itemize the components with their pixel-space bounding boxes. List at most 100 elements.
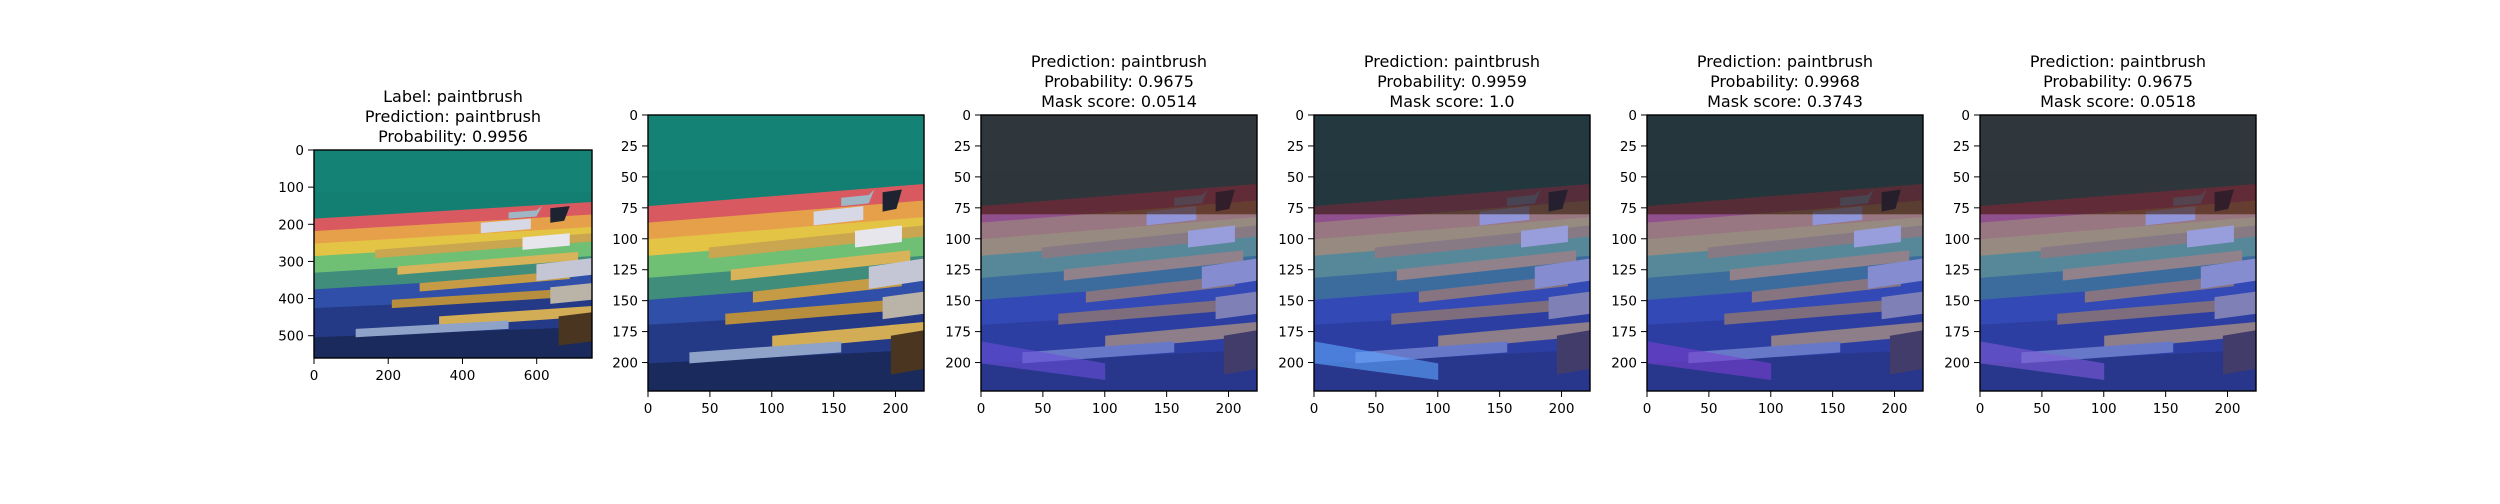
panel-image — [314, 150, 592, 358]
x-tick-label: 150 — [2153, 401, 2179, 417]
x-tick-label: 100 — [2091, 401, 2117, 417]
x-tick-label: 50 — [701, 401, 718, 417]
panel-title-line: Mask score: 0.0514 — [1041, 92, 1197, 111]
y-tick-label: 200 — [1278, 356, 1304, 372]
panel-title-line: Probability: 0.9959 — [1377, 72, 1527, 91]
x-tick-label: 200 — [883, 401, 909, 417]
panel-title-line: Mask score: 1.0 — [1389, 92, 1514, 111]
y-tick-label: 25 — [1287, 139, 1304, 155]
y-tick-label: 0 — [1961, 108, 1970, 124]
axes-frame — [313, 149, 593, 359]
x-tick-label: 150 — [821, 401, 847, 417]
panel-title-line: Label: paintbrush — [383, 87, 523, 106]
x-tick-label: 150 — [1487, 401, 1513, 417]
y-tick-label: 175 — [1944, 325, 1970, 341]
y-tick-label: 175 — [1278, 325, 1304, 341]
panel-2: 0 50 100 150 200 0 25 50 75 100 125 150 175 200 — [612, 108, 925, 417]
y-tick-label: 125 — [1944, 263, 1970, 279]
panel-title-line: Prediction: paintbrush — [2030, 52, 2206, 71]
y-tick-label: 25 — [954, 139, 971, 155]
panel-title-line: Prediction: paintbrush — [365, 107, 541, 126]
y-tick-label: 150 — [945, 294, 971, 310]
y-tick-label: 50 — [1287, 170, 1304, 186]
panel-title-line: Mask score: 0.3743 — [1707, 92, 1863, 111]
x-tick-label: 50 — [1367, 401, 1384, 417]
y-tick-label: 50 — [1953, 170, 1970, 186]
panel-3: 0 50 100 150 200 0 25 50 75 100 125 150 175 200 Predic… — [945, 52, 1258, 417]
y-tick-label: 300 — [278, 254, 304, 270]
y-tick-label: 200 — [612, 356, 638, 372]
x-tick-label: 0 — [1310, 401, 1319, 417]
axes-frame — [1646, 114, 1924, 392]
mask-overlay-top — [1980, 115, 2256, 215]
x-tick-label: 0 — [1976, 401, 1985, 417]
panel-image — [648, 115, 924, 391]
y-tick-label: 150 — [1944, 294, 1970, 310]
x-tick-label: 100 — [1092, 401, 1118, 417]
y-tick-label: 200 — [1611, 356, 1637, 372]
x-tick-label: 50 — [1034, 401, 1051, 417]
mask-overlay-top — [981, 115, 1257, 215]
y-tick-label: 150 — [612, 294, 638, 310]
y-tick-label: 0 — [962, 108, 971, 124]
x-tick-label: 200 — [1549, 401, 1575, 417]
x-tick-label: 600 — [524, 368, 550, 384]
axes-frame — [1313, 114, 1591, 392]
mask-overlay-top — [1647, 115, 1923, 215]
y-tick-label: 100 — [945, 232, 971, 248]
y-tick-label: 0 — [1628, 108, 1637, 124]
y-tick-label: 75 — [1953, 201, 1970, 217]
y-tick-label: 25 — [1953, 139, 1970, 155]
y-tick-label: 125 — [612, 263, 638, 279]
x-tick-label: 0 — [310, 368, 319, 384]
mask-highlight — [981, 341, 1106, 380]
y-tick-label: 125 — [1278, 263, 1304, 279]
y-tick-label: 50 — [954, 170, 971, 186]
y-tick-label: 500 — [278, 329, 304, 345]
axes-frame — [647, 114, 925, 392]
x-tick-label: 100 — [759, 401, 785, 417]
x-tick-label: 200 — [1216, 401, 1242, 417]
y-tick-label: 100 — [1611, 232, 1637, 248]
panel-title-line: Probability: 0.9675 — [2043, 72, 2193, 91]
x-tick-label: 100 — [1758, 401, 1784, 417]
y-tick-label: 75 — [954, 201, 971, 217]
mask-highlight — [1314, 341, 1439, 380]
y-tick-label: 100 — [278, 180, 304, 196]
x-tick-label: 200 — [2215, 401, 2241, 417]
y-tick-label: 125 — [945, 263, 971, 279]
y-tick-label: 75 — [1287, 201, 1304, 217]
x-tick-label: 200 — [1882, 401, 1908, 417]
y-tick-label: 175 — [612, 325, 638, 341]
panel-title-line: Prediction: paintbrush — [1364, 52, 1540, 71]
x-tick-label: 0 — [1643, 401, 1652, 417]
y-tick-label: 200 — [278, 217, 304, 233]
y-tick-label: 200 — [945, 356, 971, 372]
y-tick-label: 75 — [621, 201, 638, 217]
y-tick-label: 50 — [1620, 170, 1637, 186]
x-tick-label: 50 — [2033, 401, 2050, 417]
x-tick-label: 200 — [375, 368, 401, 384]
y-tick-label: 125 — [1611, 263, 1637, 279]
x-tick-label: 0 — [644, 401, 653, 417]
panel-title-line: Prediction: paintbrush — [1031, 52, 1207, 71]
x-tick-label: 150 — [1820, 401, 1846, 417]
axes-frame — [1979, 114, 2257, 392]
mask-overlay-top — [1314, 115, 1590, 215]
y-tick-label: 100 — [612, 232, 638, 248]
mask-highlight — [1980, 341, 2105, 380]
y-tick-label: 25 — [621, 139, 638, 155]
y-tick-label: 0 — [1295, 108, 1304, 124]
y-tick-label: 0 — [629, 108, 638, 124]
y-tick-label: 200 — [1944, 356, 1970, 372]
x-tick-label: 0 — [977, 401, 986, 417]
panel-4: 0 50 100 150 200 0 25 50 75 100 125 150 175 200 Predic… — [1278, 52, 1591, 417]
y-tick-label: 400 — [278, 292, 304, 308]
panel-title-line: Probability: 0.9956 — [378, 127, 528, 146]
y-tick-label: 175 — [945, 325, 971, 341]
y-tick-label: 100 — [1944, 232, 1970, 248]
x-tick-label: 150 — [1154, 401, 1180, 417]
y-tick-label: 25 — [1620, 139, 1637, 155]
y-tick-label: 150 — [1611, 294, 1637, 310]
